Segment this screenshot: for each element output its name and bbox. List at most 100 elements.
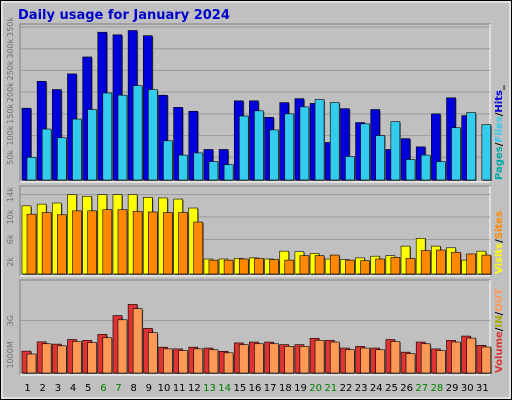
bar-files [360, 123, 370, 181]
bar-files [223, 164, 234, 181]
bar-out [117, 319, 128, 374]
x-tick-label: 16 [249, 383, 262, 394]
bar-out [147, 332, 158, 374]
bar-hits [21, 107, 32, 181]
bar-out [57, 345, 67, 374]
bar-out [405, 353, 416, 374]
bar-files [254, 110, 264, 181]
y-tick-label: 50k [6, 150, 15, 165]
bar-files [329, 102, 340, 181]
bar-sites [481, 254, 492, 275]
bar-files [41, 128, 52, 181]
bar-files [466, 112, 476, 181]
x-tick-label: 12 [188, 383, 201, 394]
bar-out [345, 349, 355, 374]
bar-out [223, 352, 234, 374]
legend-entry: / [494, 112, 505, 116]
bar-sites [345, 259, 355, 275]
bar-sites [360, 260, 370, 275]
x-tick-label: 31 [476, 383, 489, 394]
bar-files [147, 89, 158, 181]
y-tick-label: 10k [6, 209, 15, 224]
bar-files [314, 99, 325, 181]
bar-out [390, 341, 401, 374]
x-tick-label: 11 [173, 383, 186, 394]
bar-out [481, 346, 492, 374]
bar-sites [269, 259, 279, 275]
y-tick-label: 1000M [6, 341, 15, 368]
bar-sites [390, 257, 401, 275]
y-tick-label: 250k [6, 60, 15, 80]
legend-entry: / [494, 327, 505, 331]
y-tick-label: 3G [6, 315, 15, 326]
bar-sites [436, 249, 446, 275]
bar-out [26, 353, 37, 374]
legend-entry: Files [494, 116, 505, 142]
bar-sites [132, 211, 143, 275]
legend-requests: Pages/Files/Hits_ [494, 85, 505, 180]
x-tick-label: 9 [146, 383, 152, 394]
bar-sites [466, 253, 476, 275]
bar-hits [431, 113, 441, 181]
chart-legends: Pages/Files/Hits_Visits/SitesVolume/IN/O… [494, 85, 505, 373]
x-tick-label: 29 [446, 383, 459, 394]
bar-out [436, 350, 446, 374]
x-tick-label: 1 [24, 383, 30, 394]
bar-hits [173, 107, 183, 181]
x-tick-label: 2 [40, 383, 46, 394]
bar-files [26, 156, 37, 181]
bar-sites [284, 259, 295, 275]
bar-out [284, 346, 295, 374]
bar-sites [420, 250, 431, 275]
bar-sites [314, 255, 325, 275]
x-tick-label: 6 [100, 383, 106, 394]
bar-sites [163, 212, 173, 275]
bar-files [375, 135, 386, 181]
bar-sites [299, 255, 310, 275]
bar-sites [41, 212, 52, 275]
bar-files [178, 154, 188, 181]
y-tick-label: 100k [6, 125, 15, 145]
bar-sites [193, 221, 204, 275]
y-tick-label: 350k [6, 17, 15, 37]
x-tick-label: 7 [115, 383, 121, 394]
x-tick-label: 3 [55, 383, 61, 394]
x-tick-label: 15 [233, 383, 246, 394]
bar-sites [178, 212, 188, 275]
bar-hits [188, 110, 199, 181]
bar-out [420, 343, 431, 374]
bar-sites [87, 210, 97, 275]
bar-files [405, 159, 416, 181]
x-tick-label: 25 [385, 383, 398, 394]
bar-files [72, 118, 82, 181]
y-tick-label: 2k [6, 257, 15, 267]
bar-out [193, 348, 204, 374]
bar-out [41, 343, 52, 374]
x-tick-label: 26 [400, 383, 413, 394]
bar-files [269, 129, 279, 181]
legend-entry: Pages [494, 146, 505, 180]
legend-volume: Volume/IN/OUT [494, 288, 505, 373]
x-tick-label: 14 [218, 383, 231, 394]
bar-files [390, 121, 401, 181]
y-tick-label: 150k [6, 104, 15, 124]
bar-out [314, 340, 325, 374]
x-tick-label: 5 [85, 383, 91, 394]
x-tick-label: 27 [415, 383, 428, 394]
bar-files [299, 106, 310, 181]
x-tick-label: 8 [131, 383, 137, 394]
x-tick-label: 10 [158, 383, 171, 394]
legend-visitors: Visits/Sites [494, 211, 505, 274]
bar-hits [340, 108, 350, 181]
x-tick-label: 18 [279, 383, 292, 394]
legend-entry: Sites [494, 211, 505, 239]
bar-out [360, 347, 370, 374]
bar-files [238, 115, 249, 181]
chart-title: Daily usage for January 2024 [18, 8, 230, 23]
bar-sites [254, 258, 264, 275]
bar-hits [158, 94, 168, 181]
bar-sites [223, 259, 234, 275]
x-tick-label: 13 [203, 383, 216, 394]
